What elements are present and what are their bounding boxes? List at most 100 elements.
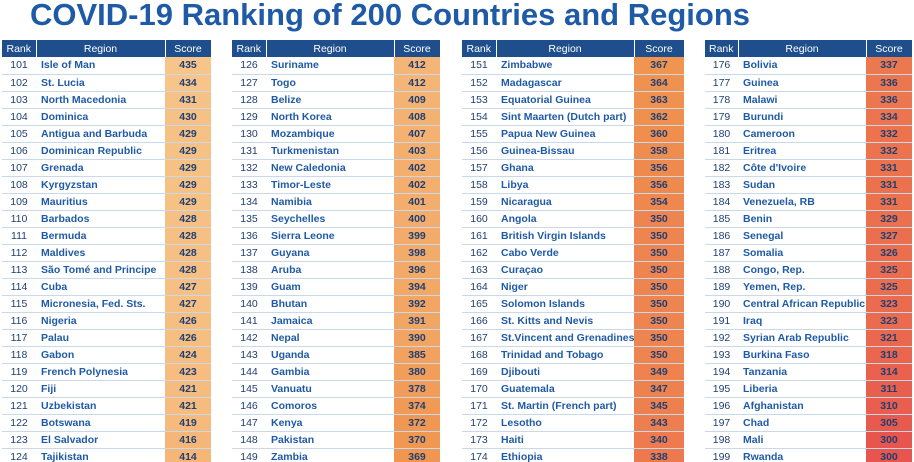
table-row: 149 Zambia 369 bbox=[232, 448, 440, 462]
score-cell: 362 bbox=[634, 108, 684, 126]
region-cell: Angola bbox=[496, 210, 634, 228]
score-cell: 428 bbox=[165, 227, 211, 245]
rank-cell: 195 bbox=[705, 380, 738, 398]
score-cell: 372 bbox=[394, 414, 440, 432]
region-cell: Rwanda bbox=[738, 448, 866, 462]
rank-cell: 194 bbox=[705, 363, 738, 381]
region-cell: Gabon bbox=[36, 346, 165, 364]
table-row: 190 Central African Republic 323 bbox=[705, 295, 912, 313]
rank-cell: 174 bbox=[462, 448, 496, 462]
region-cell: Guyana bbox=[266, 244, 394, 262]
table-row: 183 Sudan 331 bbox=[705, 176, 912, 194]
rank-cell: 149 bbox=[232, 448, 266, 462]
region-cell: Madagascar bbox=[496, 74, 634, 92]
score-cell: 402 bbox=[394, 176, 440, 194]
table-row: 199 Rwanda 300 bbox=[705, 448, 912, 462]
rank-cell: 109 bbox=[2, 193, 36, 211]
rank-cell: 106 bbox=[2, 142, 36, 160]
region-cell: Namibia bbox=[266, 193, 394, 211]
table-row: 144 Gambia 380 bbox=[232, 363, 440, 381]
region-cell: Bermuda bbox=[36, 227, 165, 245]
score-cell: 347 bbox=[634, 380, 684, 398]
rank-cell: 140 bbox=[232, 295, 266, 313]
region-column-header: Region bbox=[496, 40, 635, 57]
rank-cell: 107 bbox=[2, 159, 36, 177]
table-row: 191 Iraq 323 bbox=[705, 312, 912, 330]
region-cell: Cameroon bbox=[738, 125, 866, 143]
region-cell: Liberia bbox=[738, 380, 866, 398]
table-row: 146 Comoros 374 bbox=[232, 397, 440, 415]
region-cell: Bolivia bbox=[738, 57, 866, 75]
region-cell: Solomon Islands bbox=[496, 295, 634, 313]
region-cell: Comoros bbox=[266, 397, 394, 415]
score-cell: 350 bbox=[634, 261, 684, 279]
region-cell: Haiti bbox=[496, 431, 634, 449]
table-row: 141 Jamaica 391 bbox=[232, 312, 440, 330]
rank-cell: 167 bbox=[462, 329, 496, 347]
table-row: 186 Senegal 327 bbox=[705, 227, 912, 245]
score-cell: 416 bbox=[165, 431, 211, 449]
table-row: 118 Gabon 424 bbox=[2, 346, 211, 364]
table-row: 160 Angola 350 bbox=[462, 210, 684, 228]
score-cell: 360 bbox=[634, 125, 684, 143]
table-row: 196 Afghanistan 310 bbox=[705, 397, 912, 415]
score-cell: 414 bbox=[165, 448, 211, 462]
table-row: 153 Equatorial Guinea 363 bbox=[462, 91, 684, 109]
region-cell: French Polynesia bbox=[36, 363, 165, 381]
rank-column-header: Rank bbox=[705, 40, 739, 57]
rank-cell: 142 bbox=[232, 329, 266, 347]
score-cell: 331 bbox=[866, 159, 912, 177]
table-row: 194 Tanzania 314 bbox=[705, 363, 912, 381]
table-row: 121 Uzbekistan 421 bbox=[2, 397, 211, 415]
ranking-table-4: Rank Region Score 176 Bolivia 337 177 Guinea… bbox=[705, 40, 913, 462]
score-cell: 334 bbox=[866, 108, 912, 126]
rank-cell: 159 bbox=[462, 193, 496, 211]
region-cell: Chad bbox=[738, 414, 866, 432]
region-cell: Eritrea bbox=[738, 142, 866, 160]
score-cell: 428 bbox=[165, 244, 211, 262]
rank-cell: 134 bbox=[232, 193, 266, 211]
score-cell: 350 bbox=[634, 312, 684, 330]
table-row: 172 Lesotho 343 bbox=[462, 414, 684, 432]
region-cell: Guinea bbox=[738, 74, 866, 92]
region-cell: Antigua and Barbuda bbox=[36, 125, 165, 143]
region-cell: Nigeria bbox=[36, 312, 165, 330]
region-cell: Seychelles bbox=[266, 210, 394, 228]
score-cell: 421 bbox=[165, 397, 211, 415]
region-cell: Isle of Man bbox=[36, 57, 165, 75]
table-row: 182 Côte d'Ivoire 331 bbox=[705, 159, 912, 177]
score-cell: 427 bbox=[165, 278, 211, 296]
rank-column-header: Rank bbox=[2, 40, 37, 57]
table-row: 136 Sierra Leone 399 bbox=[232, 227, 440, 245]
rank-cell: 163 bbox=[462, 261, 496, 279]
score-cell: 318 bbox=[866, 346, 912, 364]
region-cell: Nepal bbox=[266, 329, 394, 347]
rank-cell: 192 bbox=[705, 329, 738, 347]
region-column-header: Region bbox=[266, 40, 395, 57]
score-cell: 429 bbox=[165, 142, 211, 160]
rank-cell: 136 bbox=[232, 227, 266, 245]
score-cell: 428 bbox=[165, 210, 211, 228]
table-row: 105 Antigua and Barbuda 429 bbox=[2, 125, 211, 143]
table-row: 108 Kyrgyzstan 429 bbox=[2, 176, 211, 194]
score-cell: 350 bbox=[634, 227, 684, 245]
rank-cell: 160 bbox=[462, 210, 496, 228]
score-cell: 401 bbox=[394, 193, 440, 211]
score-cell: 403 bbox=[394, 142, 440, 160]
table-row: 163 Curaçao 350 bbox=[462, 261, 684, 279]
rank-cell: 198 bbox=[705, 431, 738, 449]
table-row: 137 Guyana 398 bbox=[232, 244, 440, 262]
rank-cell: 184 bbox=[705, 193, 738, 211]
table-row: 131 Turkmenistan 403 bbox=[232, 142, 440, 160]
rank-cell: 139 bbox=[232, 278, 266, 296]
table-body: 151 Zimbabwe 367 152 Madagascar 364 153 Equator… bbox=[462, 57, 684, 462]
region-cell: Pakistan bbox=[266, 431, 394, 449]
table-row: 159 Nicaragua 354 bbox=[462, 193, 684, 211]
table-row: 166 St. Kitts and Nevis 350 bbox=[462, 312, 684, 330]
table-row: 110 Barbados 428 bbox=[2, 210, 211, 228]
table-row: 127 Togo 412 bbox=[232, 74, 440, 92]
table-row: 188 Congo, Rep. 325 bbox=[705, 261, 912, 279]
score-cell: 412 bbox=[394, 57, 440, 75]
region-cell: Central African Republic bbox=[738, 295, 866, 313]
score-cell: 374 bbox=[394, 397, 440, 415]
